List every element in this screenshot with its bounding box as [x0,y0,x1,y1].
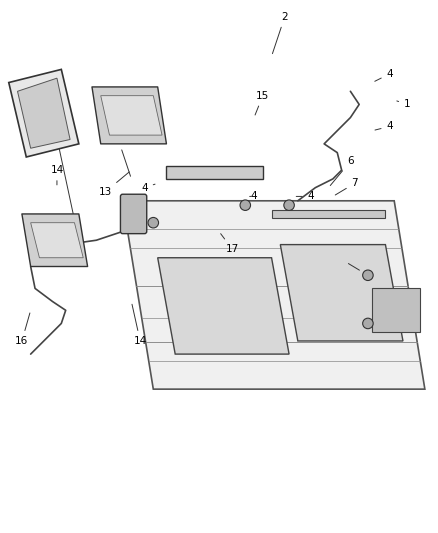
FancyBboxPatch shape [120,194,147,233]
Polygon shape [92,87,166,144]
Text: 4: 4 [250,191,258,201]
Text: 3: 3 [115,134,131,176]
Text: 2: 2 [272,12,288,54]
Circle shape [148,217,159,228]
Polygon shape [280,245,403,341]
Circle shape [240,200,251,211]
Text: 7: 7 [335,178,358,195]
Text: 14: 14 [132,304,147,346]
Polygon shape [123,201,425,389]
Text: 13: 13 [99,172,129,197]
Polygon shape [158,258,289,354]
Text: 4: 4 [375,69,393,82]
Text: 14: 14 [50,165,64,185]
Polygon shape [31,223,83,258]
Text: 6: 6 [330,156,354,185]
Text: 16: 16 [15,313,30,346]
Text: 4: 4 [375,122,393,131]
Text: 9: 9 [53,120,82,245]
Text: 8: 8 [348,263,371,280]
Polygon shape [272,209,385,219]
Polygon shape [372,288,420,332]
Text: 4: 4 [141,183,155,192]
Circle shape [363,318,373,329]
Polygon shape [166,166,263,179]
Polygon shape [18,78,70,148]
Text: 1: 1 [397,100,411,109]
Polygon shape [22,214,88,266]
Text: 15: 15 [255,91,269,115]
Text: 17: 17 [221,233,239,254]
Circle shape [284,200,294,211]
Polygon shape [9,69,79,157]
Circle shape [363,270,373,280]
Text: 4: 4 [296,191,314,201]
Polygon shape [101,96,162,135]
